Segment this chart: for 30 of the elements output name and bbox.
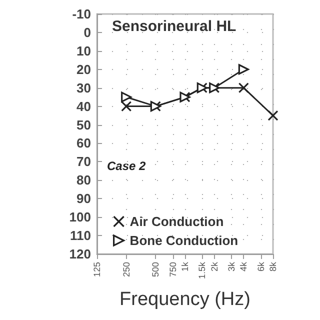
- x-tick-label: 1k: [180, 262, 190, 272]
- y-tick-label: 80: [76, 172, 91, 188]
- legend-label: Bone Conduction: [130, 233, 238, 248]
- legend-label: Air Conduction: [130, 214, 224, 229]
- y-tick-label: 50: [76, 117, 91, 132]
- y-tick-label: -10: [72, 6, 91, 22]
- x-tick-label: 8k: [268, 262, 278, 272]
- x-tick-label: 1.5k: [197, 262, 208, 280]
- x-tick-label: 6k: [256, 262, 266, 272]
- y-tick-label: 90: [76, 191, 91, 206]
- x-tick-label: 250: [121, 262, 132, 278]
- x-tick-label: 2k: [209, 262, 220, 272]
- chart-title: Sensorineural HL: [112, 18, 236, 35]
- x-tick-label: 3k: [226, 262, 236, 272]
- y-tick-label: 60: [76, 136, 91, 151]
- annotation: Case 2: [107, 159, 146, 173]
- y-tick-label: 100: [69, 210, 91, 225]
- y-tick-label: 20: [76, 62, 91, 77]
- y-tick-label: 0: [84, 24, 91, 40]
- y-tick-label: 120: [69, 246, 91, 262]
- y-tick-label: 30: [76, 80, 91, 96]
- y-tick-label: 40: [76, 98, 91, 114]
- x-tick-label: 750: [168, 262, 178, 278]
- x-tick-label: 500: [150, 262, 161, 278]
- y-tick-label: 110: [70, 228, 91, 244]
- y-tick-label: 70: [76, 154, 91, 170]
- x-axis-title: Frequency (Hz): [120, 289, 250, 310]
- x-tick-label: 4k: [238, 262, 249, 272]
- y-tick-label: 10: [76, 43, 91, 58]
- x-tick-label: 125: [92, 262, 102, 278]
